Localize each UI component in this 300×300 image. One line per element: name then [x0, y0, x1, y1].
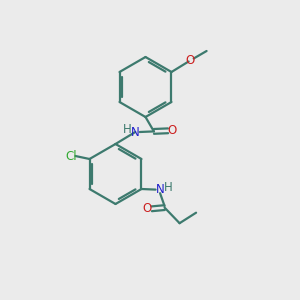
Text: N: N	[156, 183, 164, 196]
Text: O: O	[185, 54, 195, 67]
Text: O: O	[142, 202, 152, 215]
Text: H: H	[122, 123, 131, 136]
Text: Cl: Cl	[65, 149, 77, 163]
Text: H: H	[164, 181, 173, 194]
Text: O: O	[168, 124, 177, 137]
Text: N: N	[131, 125, 140, 139]
